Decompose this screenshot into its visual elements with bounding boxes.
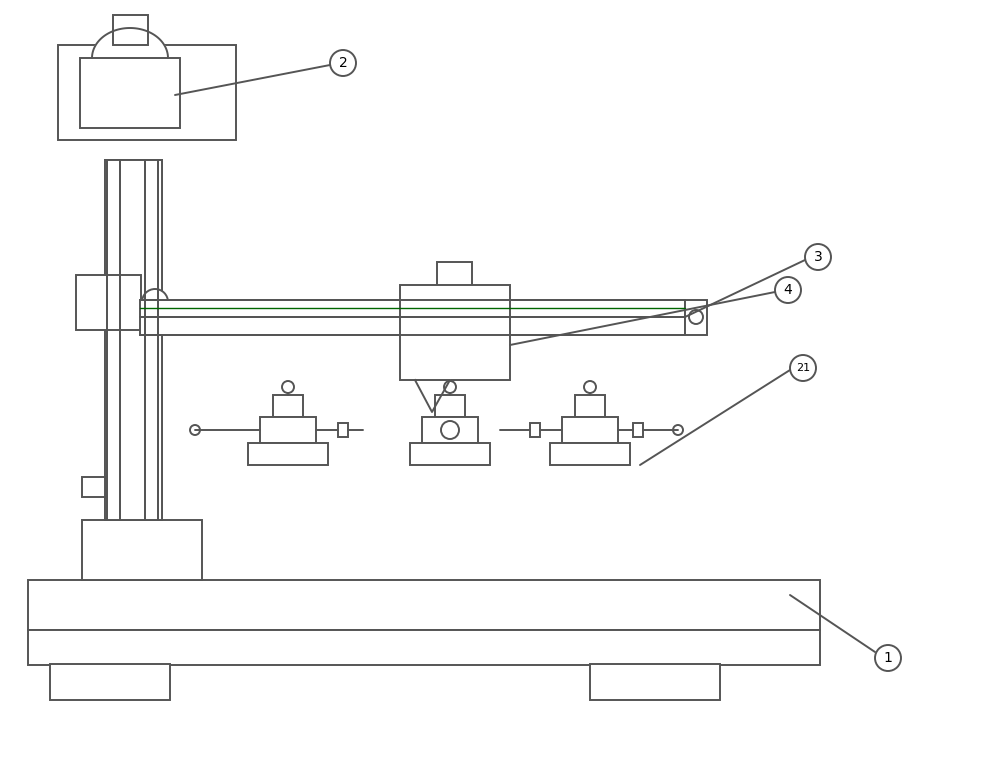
Bar bbox=[633, 423, 643, 437]
Bar bbox=[105, 160, 162, 520]
Polygon shape bbox=[415, 380, 450, 412]
Bar bbox=[140, 317, 685, 335]
Bar bbox=[530, 423, 540, 437]
Text: 2: 2 bbox=[339, 56, 347, 70]
Bar bbox=[260, 417, 316, 443]
Polygon shape bbox=[92, 28, 168, 58]
Bar bbox=[248, 443, 328, 465]
Bar bbox=[338, 423, 348, 437]
Bar bbox=[113, 15, 148, 45]
Bar bbox=[76, 275, 141, 330]
Circle shape bbox=[775, 277, 801, 303]
Circle shape bbox=[673, 425, 683, 435]
Bar bbox=[562, 417, 618, 443]
Circle shape bbox=[190, 425, 200, 435]
Bar bbox=[140, 300, 685, 317]
Bar bbox=[28, 630, 820, 665]
Circle shape bbox=[875, 645, 901, 671]
Bar bbox=[82, 520, 202, 580]
Circle shape bbox=[330, 50, 356, 76]
Bar bbox=[410, 443, 490, 465]
Bar bbox=[50, 664, 170, 700]
Bar bbox=[422, 417, 478, 443]
Bar bbox=[28, 580, 820, 630]
Text: 21: 21 bbox=[796, 363, 810, 373]
Bar bbox=[550, 443, 630, 465]
Circle shape bbox=[805, 244, 831, 270]
Bar bbox=[685, 300, 707, 335]
Circle shape bbox=[689, 310, 703, 324]
Text: 1: 1 bbox=[884, 651, 892, 665]
Text: 4: 4 bbox=[784, 283, 792, 297]
Bar bbox=[273, 395, 303, 417]
Circle shape bbox=[282, 381, 294, 393]
Bar bbox=[437, 262, 472, 300]
Bar bbox=[400, 285, 510, 380]
Bar bbox=[80, 58, 180, 128]
Bar bbox=[82, 477, 105, 497]
Bar bbox=[590, 664, 720, 700]
Circle shape bbox=[142, 289, 168, 315]
Circle shape bbox=[790, 355, 816, 381]
Text: 3: 3 bbox=[814, 250, 822, 264]
Circle shape bbox=[444, 381, 456, 393]
Bar bbox=[105, 160, 162, 520]
Circle shape bbox=[441, 421, 459, 439]
Bar bbox=[575, 395, 605, 417]
Bar bbox=[435, 395, 465, 417]
Bar bbox=[58, 45, 236, 140]
Circle shape bbox=[584, 381, 596, 393]
